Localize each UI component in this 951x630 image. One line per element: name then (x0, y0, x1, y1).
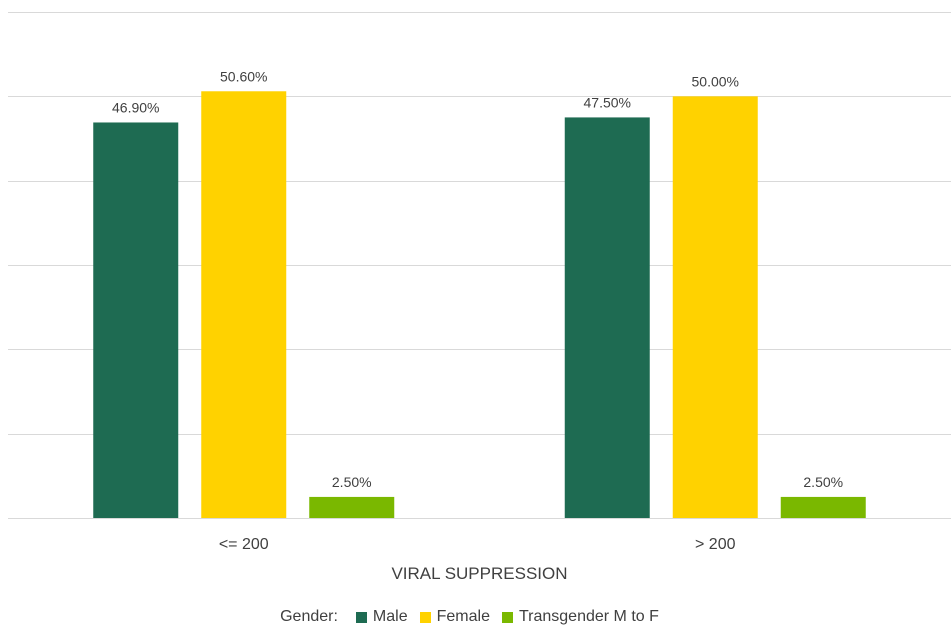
data-label: 50.60% (220, 68, 267, 84)
x-axis-title: VIRAL SUPPRESSION (391, 564, 567, 583)
legend-items: Male Female Transgender M to F (355, 608, 671, 626)
bar (672, 96, 758, 518)
data-label: 47.50% (584, 94, 631, 110)
legend-swatch (501, 611, 513, 623)
bar (93, 122, 179, 518)
bar (309, 496, 395, 518)
category-label: <= 200 (219, 536, 269, 553)
bar (201, 91, 287, 519)
data-label: 2.50% (332, 474, 372, 490)
bar (780, 496, 866, 518)
data-label: 46.90% (112, 99, 159, 115)
legend-swatch (355, 611, 367, 623)
bar-chart: 46.90% 50.60% 2.50% 47.50% 50.00% 2.50% <= 20… (8, 12, 951, 583)
bars (93, 91, 866, 519)
legend: Gender: Male Female Transgender M to F (0, 605, 951, 629)
category-labels: <= 200 > 200 (219, 536, 736, 553)
data-label: 50.00% (692, 73, 739, 89)
legend-label: Male (372, 608, 408, 625)
legend-label: Transgender M to F (518, 608, 659, 625)
data-label: 2.50% (803, 474, 843, 490)
legend-item: Transgender M to F (501, 608, 659, 626)
bar (564, 117, 650, 519)
legend-label: Female (436, 608, 490, 625)
legend-swatch (419, 611, 431, 623)
data-labels: 46.90% 50.60% 2.50% 47.50% 50.00% 2.50% (112, 68, 843, 490)
legend-title: Gender: (280, 608, 338, 625)
legend-item: Male (355, 608, 408, 626)
category-label: > 200 (695, 536, 736, 553)
legend-item: Female (419, 608, 490, 626)
